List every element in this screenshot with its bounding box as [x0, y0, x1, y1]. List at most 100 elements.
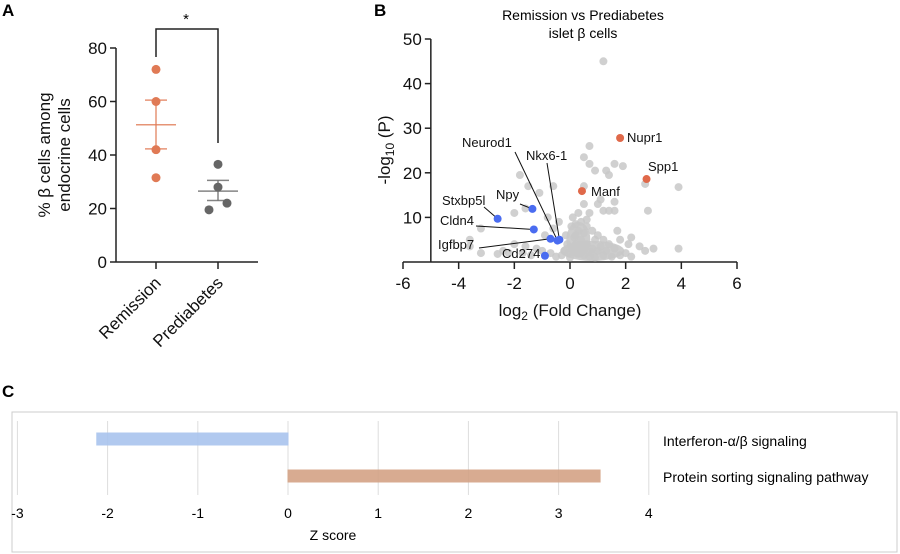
y-tick-label: 50	[403, 30, 422, 49]
highlighted-gene-point	[555, 235, 564, 244]
x-tick-label: -4	[451, 274, 466, 293]
gene-point	[510, 208, 519, 217]
gene-label: Neurod1	[462, 135, 512, 150]
gene-label: Igfbp7	[438, 237, 474, 252]
gene-point	[527, 251, 536, 260]
gene-label: Nkx6-1	[526, 148, 567, 163]
x-axis-label: Z score	[310, 527, 357, 543]
gene-point	[599, 206, 608, 215]
panel-b-volcano-plot: Remission vs Prediabetes islet β cells l…	[375, 7, 742, 323]
gene-point	[604, 171, 613, 180]
gene-point	[610, 206, 619, 215]
gene-point	[649, 244, 658, 253]
gene-label: Npy	[496, 187, 520, 202]
highlighted-gene-point	[540, 251, 549, 260]
x-tick-label: 3	[555, 505, 563, 521]
data-point	[213, 182, 223, 192]
gene-label: Cd274	[502, 246, 540, 261]
x-tick-label: -2	[507, 274, 522, 293]
y-tick-label: 30	[403, 119, 422, 138]
gene-point	[579, 153, 588, 162]
zscore-bar	[287, 469, 601, 483]
highlighted-gene-point	[528, 204, 537, 213]
x-tick-label: 0	[565, 274, 574, 293]
data-point	[222, 198, 232, 208]
highlighted-gene-point	[493, 214, 502, 223]
x-tick-label: 2	[465, 505, 473, 521]
dense-gene-cloud	[566, 221, 591, 258]
panel-label-c: C	[2, 382, 14, 401]
gene-point	[532, 244, 541, 253]
chart-title-line2: islet β cells	[549, 25, 618, 41]
y-tick-label: 80	[88, 39, 107, 58]
gene-point	[568, 213, 577, 222]
gene-point	[465, 242, 474, 251]
x-tick-label: 1	[374, 505, 382, 521]
data-point	[151, 97, 161, 106]
gene-label: Stxbp5l	[442, 193, 485, 208]
gene-label: Nupr1	[627, 130, 662, 145]
y-tick-label: 40	[403, 75, 422, 94]
leader-line	[475, 225, 534, 230]
panel-label-a: A	[2, 1, 14, 20]
x-tick-label: 4	[677, 274, 686, 293]
significance-bracket	[155, 28, 219, 143]
gene-point	[627, 233, 636, 242]
highlighted-gene-point	[529, 225, 538, 234]
gene-point	[585, 159, 594, 168]
y-axis-label-line1: % β cells among	[35, 92, 54, 217]
gene-point	[610, 197, 619, 206]
gene-point	[591, 166, 600, 175]
gene-point	[493, 249, 502, 258]
y-tick-label: 20	[88, 200, 107, 219]
gene-point	[535, 188, 544, 197]
gene-point	[518, 249, 527, 258]
highlighted-gene-point	[546, 234, 555, 243]
x-tick-label: 0	[284, 505, 292, 521]
y-tick-label: 10	[403, 208, 422, 227]
panel-a-dot-plot: % β cells among endocrine cells * 0 20 40 6…	[35, 11, 258, 351]
y-tick-label: 20	[403, 164, 422, 183]
gene-point	[579, 200, 588, 209]
y-axis-label-line2: endocrine cells	[55, 98, 74, 211]
gene-point	[624, 240, 633, 249]
gene-point	[585, 142, 594, 151]
y-tick-label: 60	[88, 93, 107, 112]
x-axis-label: log2 (Fold Change)	[499, 301, 642, 323]
y-axis-label: -log10 (P)	[375, 115, 397, 184]
gene-point	[599, 57, 608, 66]
data-point	[151, 173, 161, 183]
gene-point	[582, 215, 591, 224]
gene-point	[549, 224, 558, 233]
gene-point	[585, 208, 594, 217]
zscore-bar	[96, 432, 289, 446]
x-tick-label: -2	[101, 505, 114, 521]
highlighted-gene-point	[616, 134, 625, 143]
gene-label: Cldn4	[440, 213, 474, 228]
chart-title-line1: Remission vs Prediabetes	[502, 7, 664, 23]
gene-point	[515, 171, 524, 180]
leader-line	[478, 238, 551, 249]
gene-point	[618, 162, 627, 171]
pathway-label: Protein sorting signaling pathway	[663, 469, 868, 485]
pathway-label: Interferon-α/β signaling	[663, 433, 807, 449]
gene-point	[574, 208, 583, 217]
x-tick-label: -1	[192, 505, 205, 521]
gene-point	[627, 252, 636, 261]
y-tick-label: 40	[88, 146, 107, 165]
gene-label: Spp1	[648, 159, 678, 174]
gene-point	[616, 235, 625, 244]
gene-point	[674, 244, 683, 253]
panel-label-b: B	[374, 1, 386, 20]
gene-point	[604, 206, 613, 215]
x-tick-label: 2	[621, 274, 630, 293]
gene-point	[610, 159, 619, 168]
data-point	[151, 64, 161, 74]
significance-star: *	[183, 11, 189, 28]
highlighted-gene-point	[577, 187, 586, 196]
gene-point	[465, 235, 474, 244]
y-tick-label: 0	[98, 253, 107, 272]
data-point	[204, 205, 214, 215]
gene-point	[613, 226, 622, 235]
